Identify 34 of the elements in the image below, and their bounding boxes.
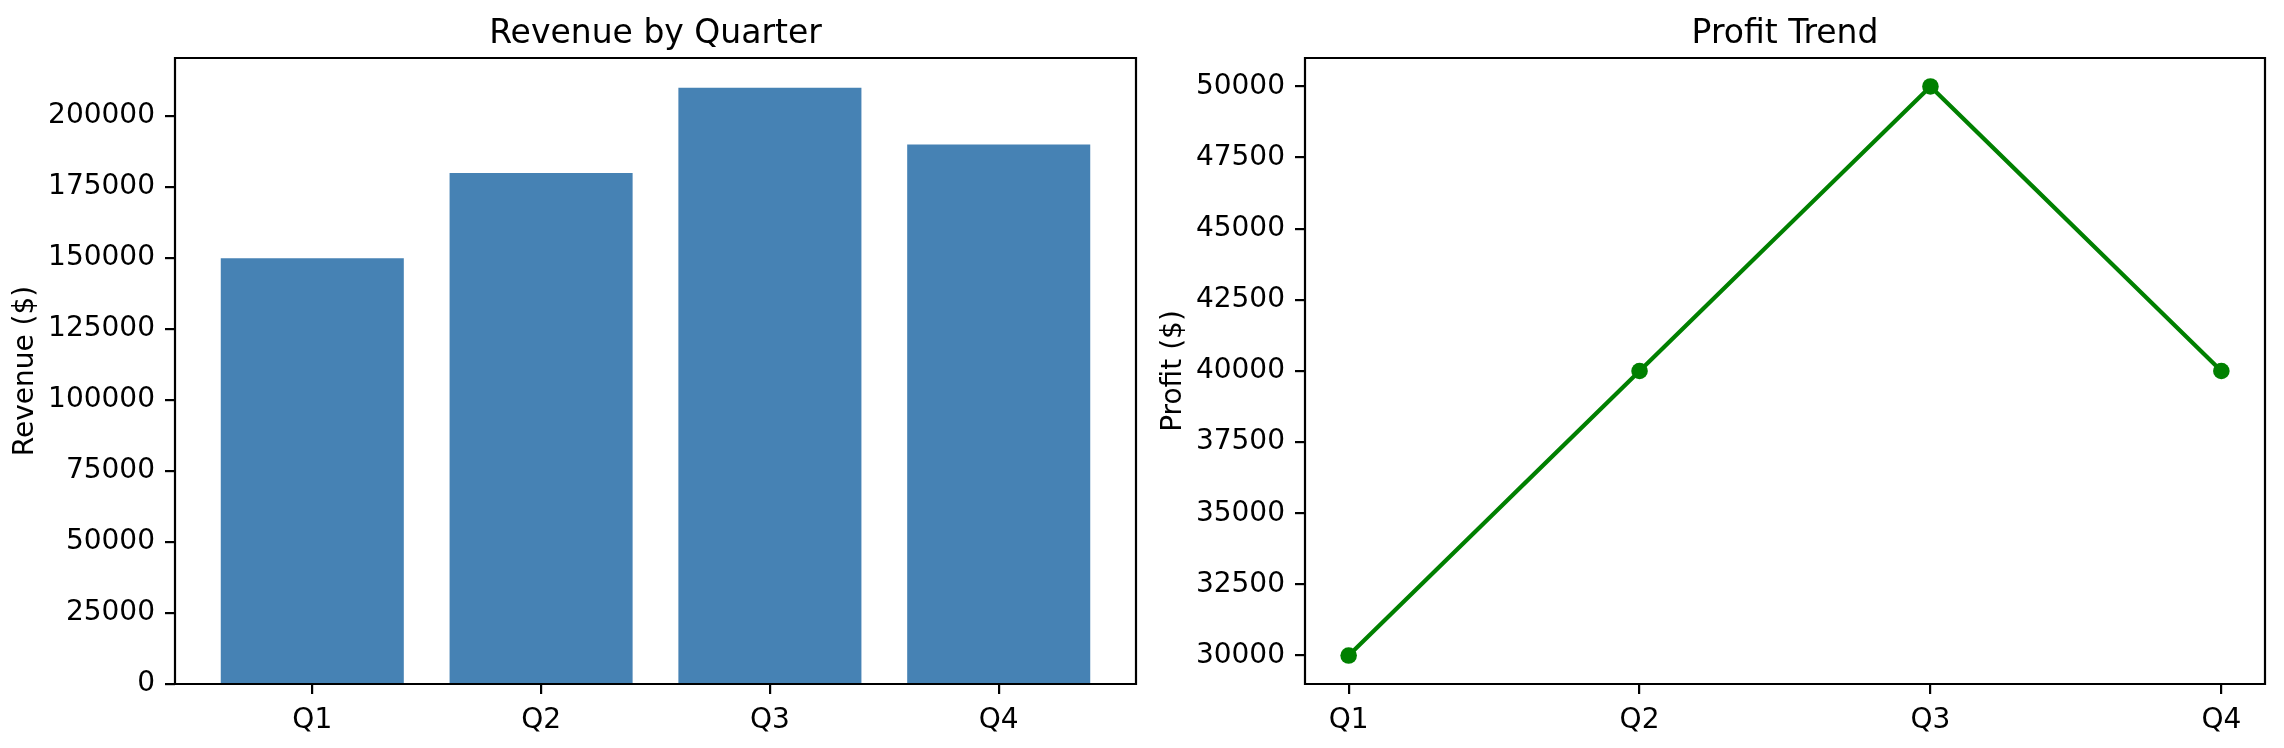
y-tick-label: 50000: [1195, 67, 1285, 101]
point: [1631, 362, 1648, 380]
chart-title: Revenue by Quarter: [489, 12, 823, 51]
y-tick-label: 30000: [1195, 636, 1285, 670]
y-axis-title: Revenue ($): [7, 285, 41, 457]
y-tick-label: 35000: [1195, 494, 1285, 528]
y-tick-label: 32500: [1195, 565, 1285, 599]
y-tick-label: 37500: [1195, 423, 1285, 457]
y-tick-label: 0: [137, 665, 155, 699]
x-tick-label: Q1: [292, 702, 333, 736]
x-tick-label: Q3: [749, 702, 790, 736]
y-tick-label: 25000: [65, 594, 155, 628]
y-tick-label: 50000: [65, 523, 155, 557]
y-tick-label: 40000: [1195, 352, 1285, 386]
y-tick-label: 42500: [1195, 281, 1285, 315]
x-tick-label: Q2: [521, 702, 562, 736]
x-tick-label: Q3: [1910, 702, 1951, 736]
x-tick-label: Q4: [978, 702, 1019, 736]
y-tick-label: 100000: [48, 381, 155, 415]
point: [2213, 362, 2230, 380]
y-tick-label: 200000: [48, 97, 155, 131]
point: [1922, 78, 1939, 95]
y-axis-title: Profit ($): [1155, 310, 1189, 432]
x-tick-label: Q1: [1328, 702, 1369, 736]
y-tick-label: 125000: [48, 310, 155, 344]
chart-title: Profit Trend: [1691, 12, 1879, 51]
y-tick-label: 47500: [1195, 138, 1285, 172]
y-tick-label: 75000: [65, 452, 155, 486]
point: [1340, 647, 1357, 664]
y-tick-label: 175000: [48, 168, 155, 202]
x-tick-label: Q4: [2201, 702, 2242, 736]
y-tick-label: 45000: [1195, 210, 1285, 244]
y-tick-label: 150000: [48, 239, 155, 273]
x-tick-label: Q2: [1619, 702, 1660, 736]
